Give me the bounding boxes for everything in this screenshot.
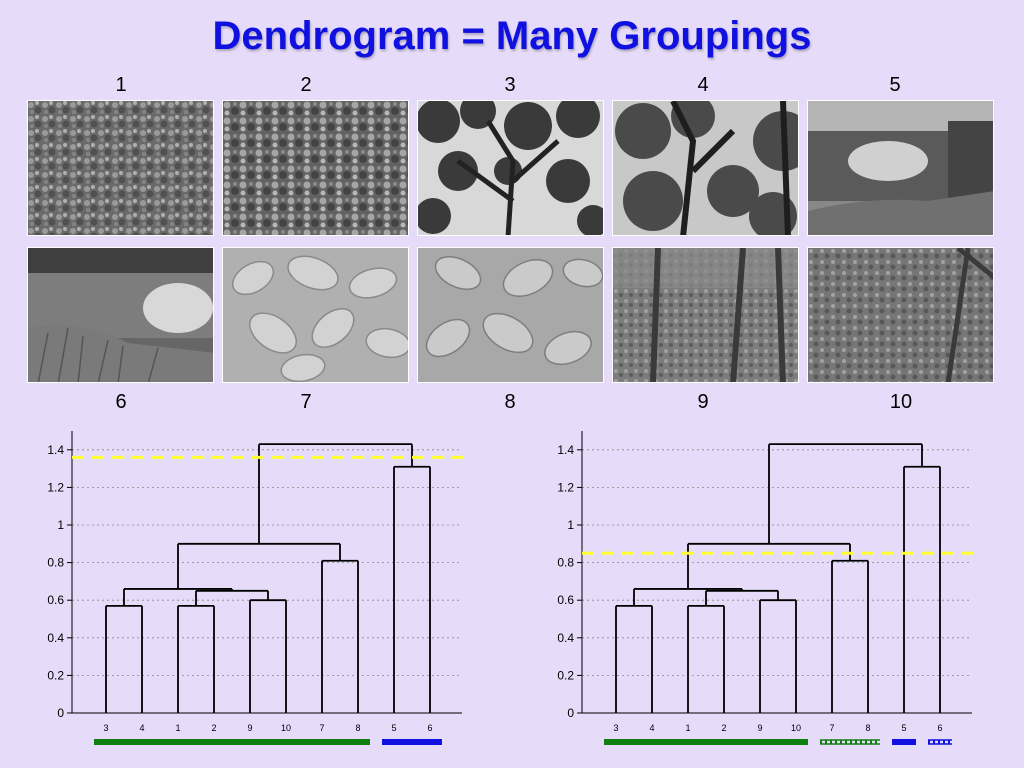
forest-floor-photo-icon — [807, 247, 994, 383]
leaf-label: 6 — [427, 723, 432, 733]
leaf-label: 9 — [247, 723, 252, 733]
slide-title: Dendrogram = Many Groupings — [212, 14, 812, 58]
image-label-6: 6 — [115, 391, 127, 413]
leaf-label: 3 — [103, 723, 108, 733]
y-tick-label: 0.4 — [557, 631, 574, 645]
foliage-photo-icon — [222, 100, 409, 236]
image-label-10: 10 — [889, 391, 913, 413]
leaf-label: 3 — [613, 723, 618, 733]
foliage-photo-icon — [27, 100, 214, 236]
image-label-7: 7 — [300, 391, 312, 413]
y-tick-label: 0.4 — [47, 631, 64, 645]
leaf-label: 5 — [901, 723, 906, 733]
y-tick-label: 1.4 — [557, 443, 574, 457]
leaf-label: 6 — [937, 723, 942, 733]
leaf-label: 2 — [721, 723, 726, 733]
y-tick-label: 1 — [57, 518, 64, 532]
y-tick-label: 1.2 — [47, 480, 64, 494]
y-tick-label: 0.2 — [557, 668, 574, 682]
lake-photo-icon — [27, 247, 214, 383]
leaf-label: 7 — [829, 723, 834, 733]
y-tick-label: 0.6 — [47, 593, 64, 607]
y-tick-label: 0 — [57, 706, 64, 720]
y-tick-label: 0.8 — [557, 556, 574, 570]
lake-photo-icon — [807, 100, 994, 236]
y-tick-label: 0 — [567, 706, 574, 720]
leaf-label: 10 — [281, 723, 291, 733]
image-label-9: 9 — [697, 391, 709, 413]
forest-photo-icon — [612, 100, 799, 236]
leaf-label: 4 — [139, 723, 144, 733]
image-label-1: 1 — [115, 74, 127, 96]
y-tick-label: 1 — [567, 518, 574, 532]
image-label-3: 3 — [504, 74, 516, 96]
leaf-label: 2 — [211, 723, 216, 733]
y-tick-label: 0.8 — [47, 556, 64, 570]
dendrogram-left: 0 0.2 0.4 0.6 0.8 1 1.2 1.4 3 4 1 2 9 10 7 8 5 6 — [47, 431, 472, 745]
leaves-photo-icon — [222, 247, 409, 383]
image-label-2: 2 — [300, 74, 312, 96]
forest-floor-photo-icon — [612, 247, 799, 383]
y-tick-label: 1.4 — [47, 443, 64, 457]
y-tick-label: 0.6 — [557, 593, 574, 607]
leaf-label: 7 — [319, 723, 324, 733]
dendrogram-right: 0 0.2 0.4 0.6 0.8 1 1.2 1.4 3 4 1 2 9 10 7 8 5 6 — [557, 431, 982, 745]
y-tick-label: 1.2 — [557, 480, 574, 494]
leaf-label: 8 — [355, 723, 360, 733]
image-label-4: 4 — [697, 74, 709, 96]
image-label-5: 5 — [889, 74, 901, 96]
y-tick-label: 0.2 — [47, 668, 64, 682]
leaf-label: 5 — [391, 723, 396, 733]
leaf-label: 4 — [649, 723, 654, 733]
tree-canopy-photo-icon — [417, 100, 604, 236]
leaf-label: 8 — [865, 723, 870, 733]
leaf-label: 10 — [791, 723, 801, 733]
leaves-photo-icon — [417, 247, 604, 383]
leaf-label: 9 — [757, 723, 762, 733]
leaf-label: 1 — [175, 723, 180, 733]
leaf-label: 1 — [685, 723, 690, 733]
image-label-8: 8 — [504, 391, 516, 413]
